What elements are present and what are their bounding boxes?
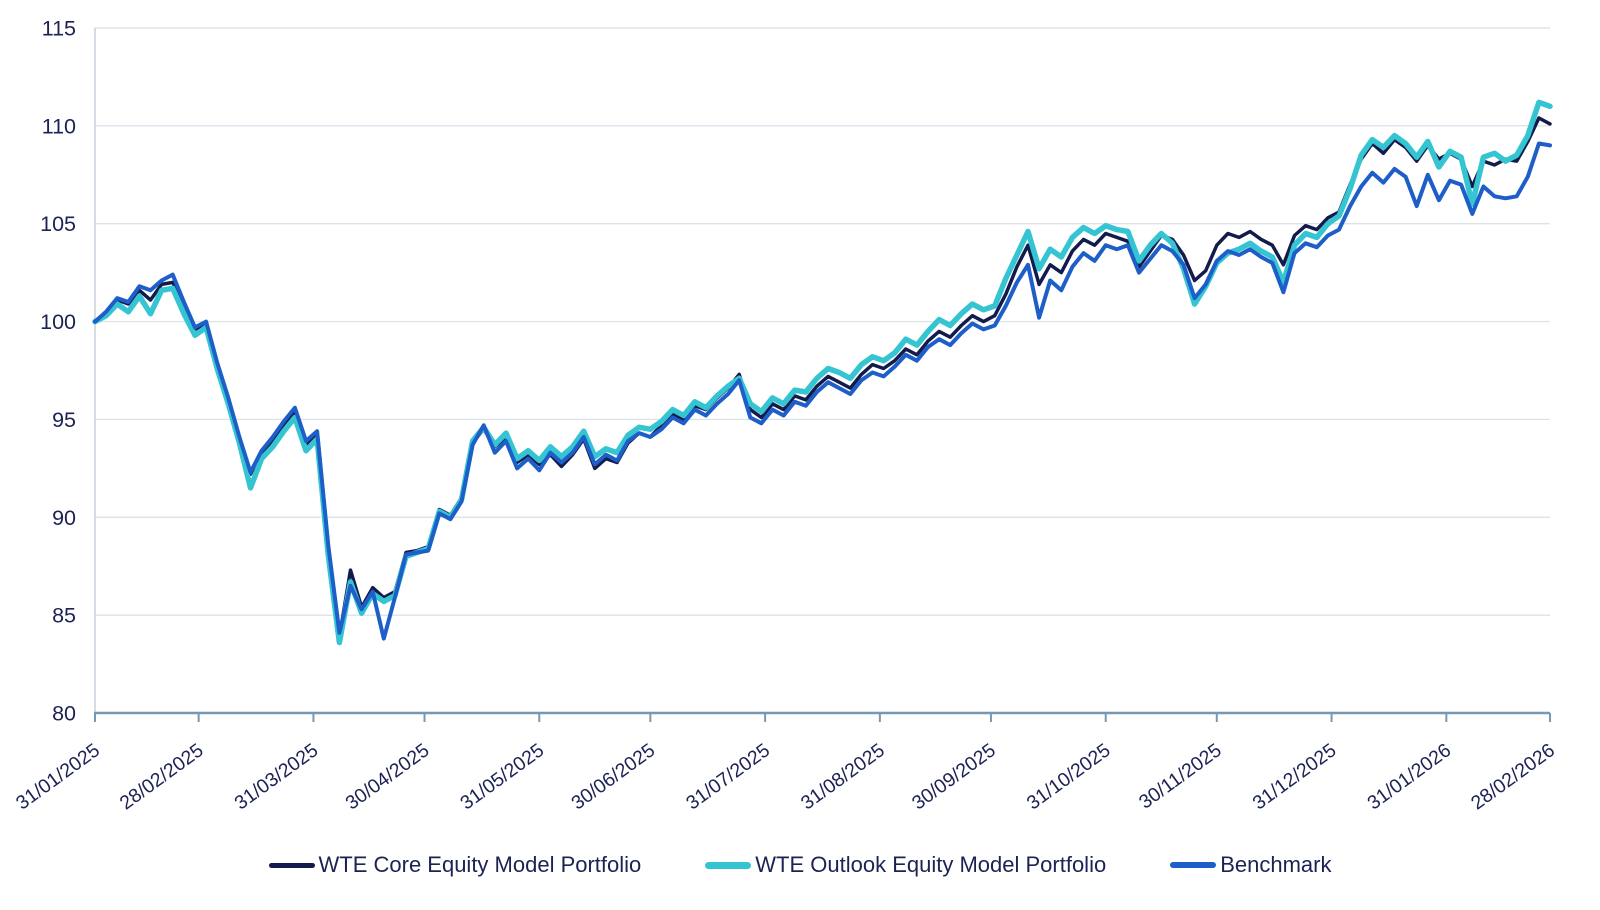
x-axis-label: 31/01/2025 — [12, 739, 104, 814]
series-line-outlook — [92, 99, 1553, 646]
x-axis-label: 31/07/2025 — [682, 739, 774, 814]
x-axis-label: 30/04/2025 — [342, 739, 434, 814]
y-axis-label-90: 90 — [52, 506, 76, 530]
x-axis-label: 30/09/2025 — [908, 739, 1000, 814]
legend-label-benchmark: Benchmark — [1220, 852, 1332, 877]
y-axis-label-95: 95 — [52, 408, 76, 432]
y-axis-label-80: 80 — [52, 702, 76, 726]
y-axis-label-100: 100 — [40, 310, 76, 334]
legend-item-core: WTE Core Equity Model Portfolio — [268, 852, 642, 878]
series-line-benchmark — [93, 141, 1552, 641]
x-axis-label: 30/11/2025 — [1135, 739, 1226, 813]
x-axis-label: 31/05/2025 — [456, 739, 548, 814]
legend-swatch-outlook-line — [705, 861, 752, 869]
x-axis-label: 30/06/2025 — [567, 739, 659, 814]
x-axis-label: 28/02/2026 — [1467, 739, 1559, 814]
legend-swatch-core-line — [268, 862, 315, 868]
y-axis-label-110: 110 — [42, 114, 76, 138]
y-axis-label-105: 105 — [40, 212, 76, 236]
chart-legend: WTE Core Equity Model Portfolio WTE Outl… — [0, 852, 1600, 878]
x-axis-label: 31/01/2026 — [1363, 739, 1455, 814]
legend-label-outlook: WTE Outlook Equity Model Portfolio — [755, 852, 1107, 877]
legend-item-outlook: WTE Outlook Equity Model Portfolio — [705, 852, 1106, 878]
y-axis-label-85: 85 — [52, 604, 76, 628]
x-axis-label: 31/10/2025 — [1023, 739, 1115, 814]
x-axis-label: 31/03/2025 — [230, 739, 322, 814]
legend-label-core: WTE Core Equity Model Portfolio — [318, 852, 642, 877]
x-axis-label: 28/02/2025 — [116, 739, 208, 814]
x-axis-label: 31/08/2025 — [797, 739, 889, 814]
y-axis-label-115: 115 — [42, 17, 76, 41]
series-line-core — [93, 116, 1552, 639]
legend-item-benchmark: Benchmark — [1170, 852, 1331, 878]
legend-swatch-benchmark-line — [1170, 862, 1217, 868]
x-axis-label: 31/12/2025 — [1249, 739, 1341, 814]
